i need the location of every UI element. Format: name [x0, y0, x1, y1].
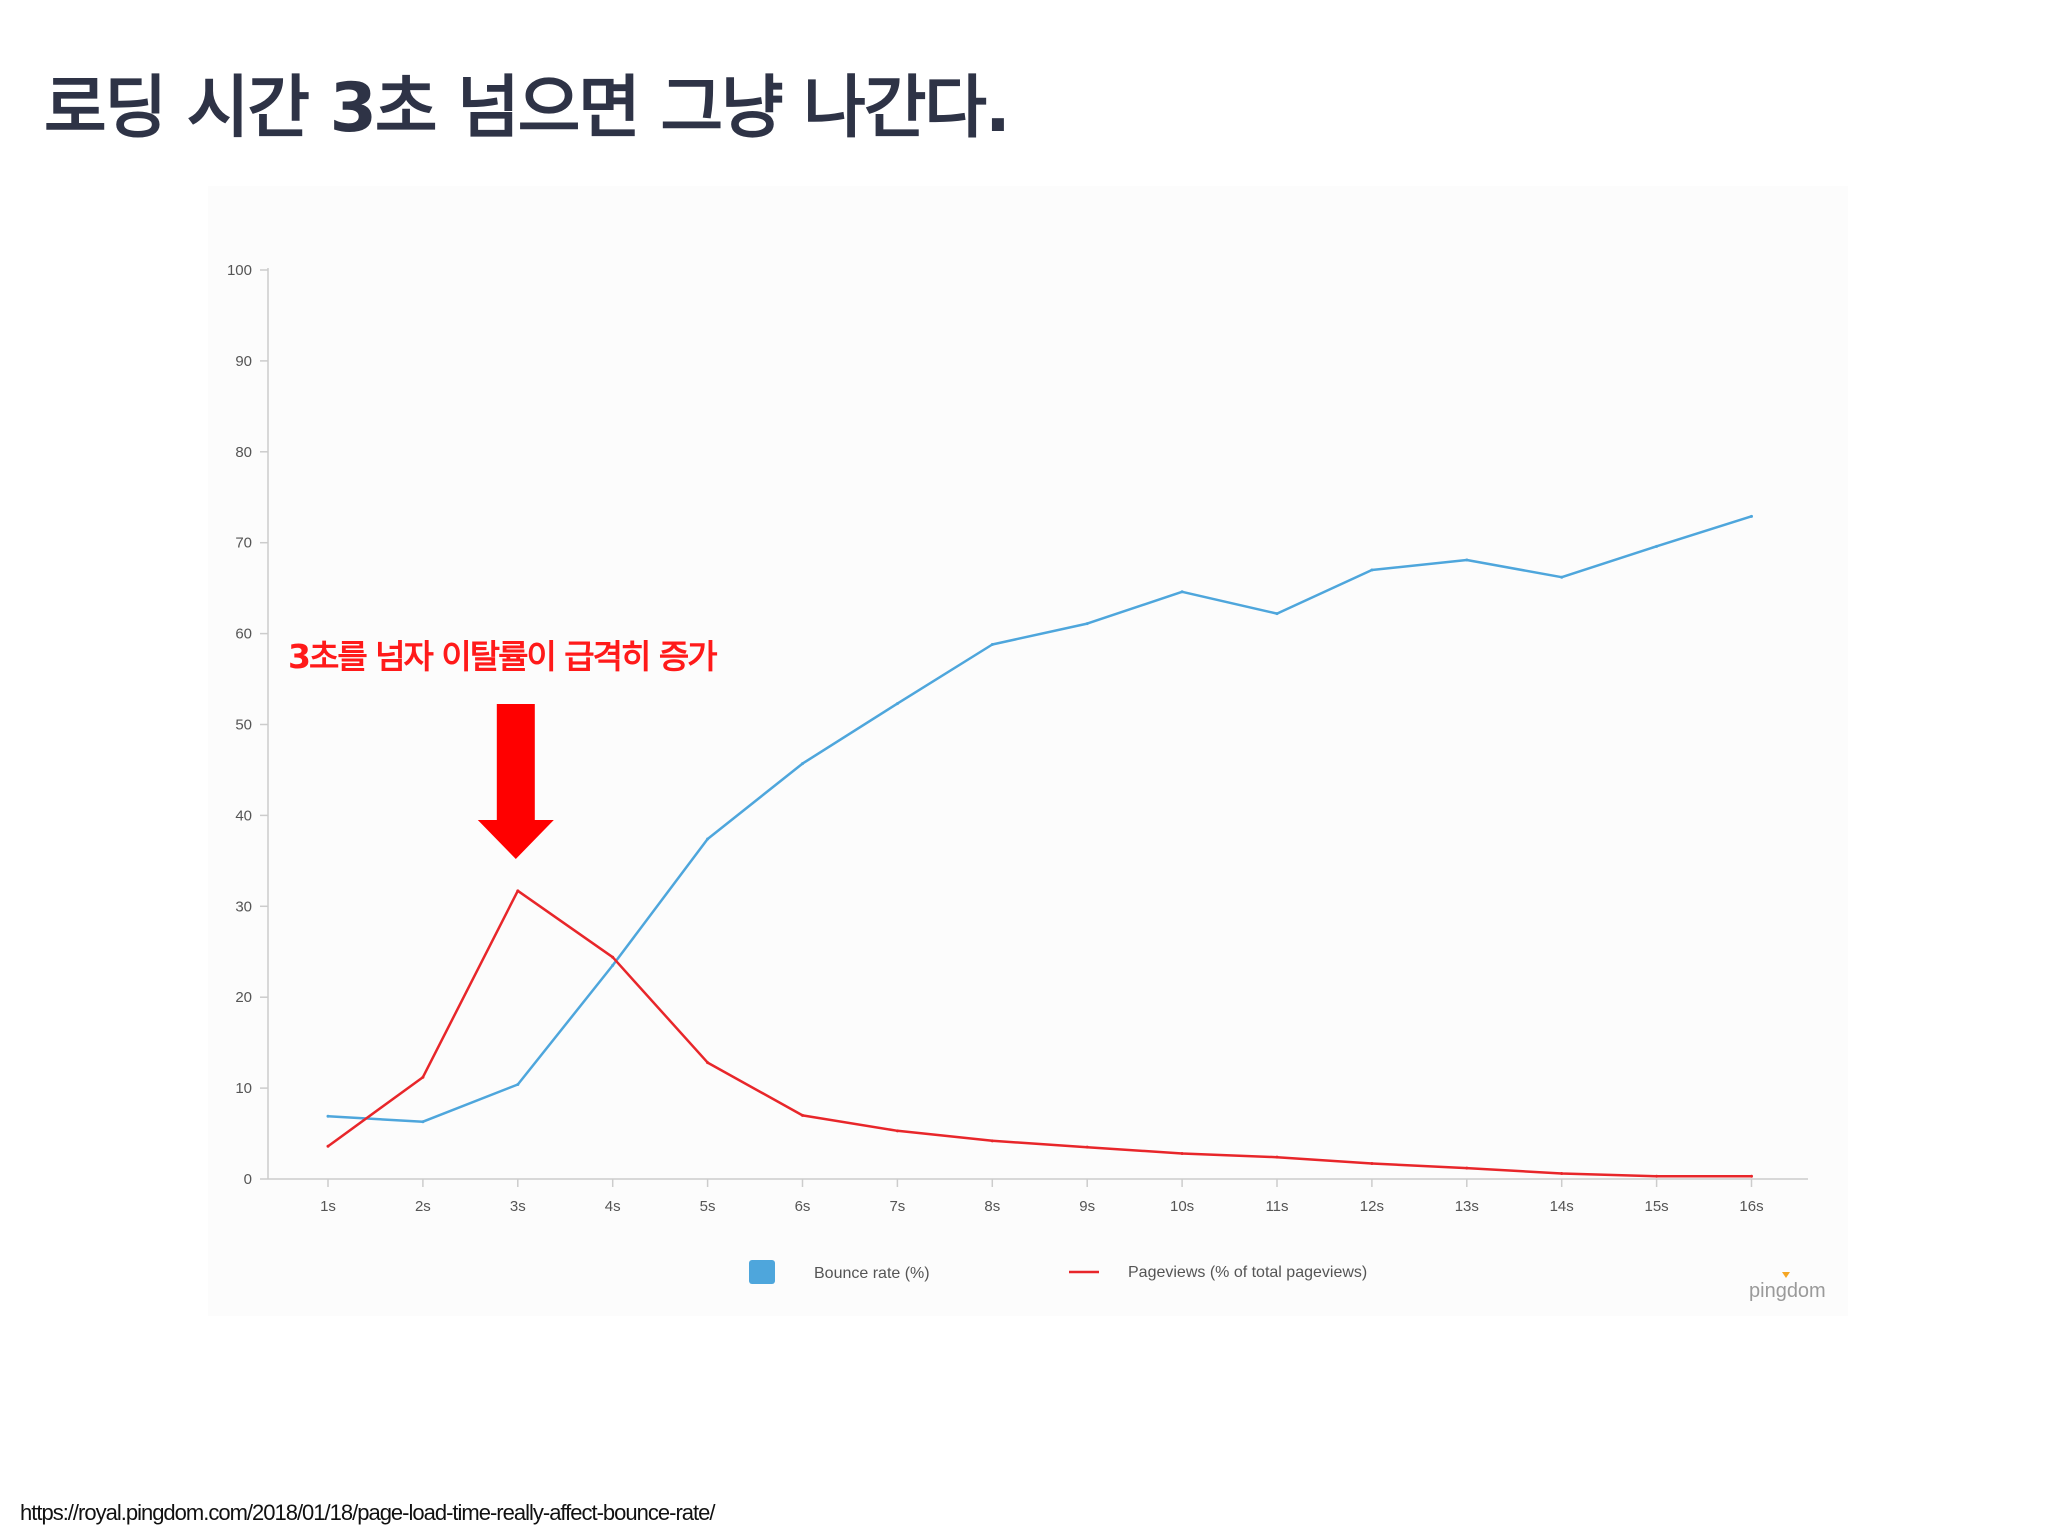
series-2-point: [801, 1113, 804, 1117]
x-tick-label: 8s: [984, 1198, 1000, 1215]
chart-svg: 0 10 20 30 40 50 60 70 80 90 100 1s 2s 3s 4s 5s 6s 7s 8s 9s…: [227, 262, 1826, 1302]
chart-points: [326, 514, 1753, 1178]
y-tick-label: 30: [235, 898, 252, 915]
x-tick-label: 7s: [889, 1198, 905, 1215]
x-tick-label: 1s: [320, 1198, 336, 1215]
series-2-point: [611, 955, 615, 959]
x-tick-label: 11s: [1265, 1198, 1288, 1215]
series-1-point: [1750, 514, 1753, 518]
series-2-point: [326, 1144, 330, 1148]
y-tick-label: 50: [235, 717, 252, 734]
series-2-point: [1465, 1166, 1469, 1170]
x-tick-label: 12s: [1360, 1198, 1384, 1215]
chart-ticks: 0 10 20 30 40 50 60 70 80 90 100 1s 2s 3s 4s 5s 6s 7s 8s 9s…: [227, 262, 1764, 1215]
series-1-point: [421, 1120, 425, 1124]
series-1-point: [1370, 568, 1374, 572]
annotation-arrow-head: [477, 820, 554, 859]
y-tick-label: 40: [235, 807, 252, 824]
pingdom-logo-text: pingdom: [1749, 1280, 1826, 1302]
chart-series: [327, 515, 1752, 1178]
series-1-point: [1560, 575, 1564, 579]
series-1-point: [1085, 622, 1089, 626]
y-tick-label: 10: [235, 1080, 252, 1097]
x-tick-label: 10s: [1170, 1198, 1194, 1215]
series-2-point: [895, 1129, 899, 1133]
x-tick-label: 6s: [795, 1198, 811, 1215]
series-1-point: [706, 837, 710, 841]
annotation-arrow-shaft: [496, 704, 535, 822]
x-tick-label: 5s: [700, 1198, 716, 1215]
series-2-point: [1085, 1145, 1089, 1149]
series-2-point: [1655, 1174, 1659, 1178]
series-2-point: [516, 889, 520, 893]
source-url[interactable]: https://royal.pingdom.com/2018/01/18/pag…: [20, 1500, 715, 1525]
x-tick-label: 4s: [605, 1198, 621, 1215]
series-2-point: [421, 1075, 425, 1079]
x-tick-label: 9s: [1079, 1198, 1095, 1215]
chart-legend: Bounce rate (%) Pageviews (% of total pag…: [749, 1260, 1367, 1284]
y-tick-label: 70: [235, 535, 252, 552]
series-2-point: [1560, 1172, 1564, 1176]
x-tick-label: 14s: [1550, 1198, 1574, 1215]
series-2-point: [1750, 1174, 1753, 1178]
series-2-point: [990, 1139, 994, 1143]
series-1-point: [1180, 590, 1184, 594]
y-tick-label: 90: [235, 353, 252, 370]
legend-label-bounce-rate: Bounce rate (%): [814, 1265, 930, 1282]
series-1-point: [611, 963, 615, 967]
series-1-point: [516, 1082, 520, 1086]
x-tick-label: 2s: [415, 1198, 431, 1215]
series-1-point: [1275, 612, 1279, 616]
annotation-arrow: [477, 704, 554, 859]
series-2-point: [1275, 1155, 1279, 1159]
pingdom-logo-icon: [1782, 1272, 1790, 1278]
series-1-point: [1655, 544, 1659, 548]
series-2-point: [1370, 1162, 1374, 1166]
y-tick-label: 0: [244, 1171, 252, 1188]
series-2-point: [706, 1061, 710, 1065]
series-1-point: [1465, 558, 1469, 562]
chart-axes: [267, 268, 1808, 1180]
series-line-2: [327, 889, 1752, 1178]
x-tick-label: 13s: [1455, 1198, 1479, 1215]
y-tick-label: 60: [235, 626, 252, 643]
legend-label-pageviews: Pageviews (% of total pageviews): [1128, 1264, 1367, 1281]
series-line-1: [327, 515, 1752, 1123]
y-tick-label: 100: [227, 262, 252, 279]
y-tick-label: 20: [235, 989, 252, 1006]
y-tick-label: 80: [235, 444, 252, 461]
series-1-point: [801, 762, 804, 766]
annotation-text: 3초를 넘자 이탈률이 급격히 증가: [288, 637, 718, 676]
x-tick-label: 3s: [510, 1198, 526, 1215]
series-1-point: [326, 1114, 330, 1118]
legend-swatch-bounce-rate: [749, 1260, 775, 1284]
series-2-point: [1180, 1152, 1184, 1156]
pingdom-logo: pingdom: [1749, 1272, 1826, 1302]
x-tick-label: 16s: [1739, 1198, 1763, 1215]
chart-panel: 0 10 20 30 40 50 60 70 80 90 100 1s 2s 3s 4s 5s 6s 7s 8s 9s…: [208, 186, 1848, 1316]
series-1-point: [895, 702, 899, 706]
series-1-point: [990, 643, 994, 647]
slide-title: 로딩 시간 3초 넘으면 그냥 나간다.: [44, 69, 1011, 148]
x-tick-label: 15s: [1645, 1198, 1669, 1215]
